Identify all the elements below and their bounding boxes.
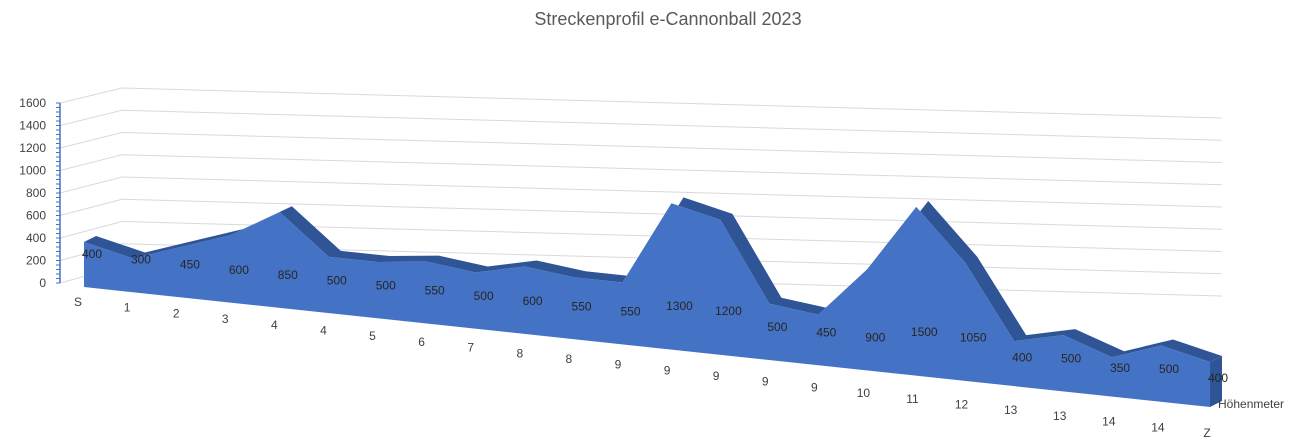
gridline	[59, 109, 1223, 141]
data-label: 500	[1061, 352, 1081, 366]
y-tick-label: 600	[26, 209, 46, 223]
data-label: 500	[767, 320, 787, 334]
gridline	[59, 131, 1223, 163]
gridline	[59, 154, 1223, 186]
x-tick-label: Z	[1203, 426, 1210, 440]
chart-title: Streckenprofil e-Cannonball 2023	[534, 9, 801, 29]
data-label: 400	[1012, 350, 1032, 364]
y-tick-label: 1000	[19, 164, 46, 178]
x-tick-label: 5	[369, 329, 376, 343]
data-label: 450	[180, 258, 200, 272]
x-tick-label: 8	[516, 346, 523, 360]
data-label: 1300	[666, 299, 693, 313]
data-label: 500	[1159, 362, 1179, 376]
data-label: 1050	[960, 330, 987, 344]
x-tick-label: 11	[906, 392, 919, 406]
y-tick-label: 1600	[19, 96, 46, 110]
x-tick-label: 1	[124, 301, 131, 315]
gridline	[59, 220, 1223, 252]
x-tick-label: 6	[418, 335, 425, 349]
gridline	[59, 87, 1223, 119]
y-tick-label: 200	[26, 254, 46, 268]
data-label: 550	[425, 284, 445, 298]
gridline	[59, 243, 1223, 275]
x-tick-label: 14	[1151, 420, 1165, 434]
x-axis: S 1 2 3 4 4 5 6 7 8 8 9 9 9 9 9 10 11 12 13 13 14 14 Z	[74, 295, 1211, 440]
x-tick-label: 12	[955, 398, 969, 412]
x-tick-label: 9	[713, 369, 720, 383]
x-tick-label: 4	[320, 323, 327, 337]
data-label: 450	[816, 325, 836, 339]
x-tick-label: 13	[1053, 409, 1067, 423]
y-tick-label: 1400	[19, 119, 46, 133]
area-side-cap	[1210, 356, 1222, 407]
data-label: 400	[1208, 371, 1228, 385]
data-label: 550	[621, 305, 641, 319]
series-name-label: Höhenmeter	[1218, 397, 1284, 411]
x-tick-label: 14	[1102, 415, 1116, 429]
y-tick-label: 0	[39, 276, 46, 290]
x-tick-label: 2	[173, 306, 180, 320]
area-series	[84, 197, 1222, 407]
data-label: 600	[229, 263, 249, 277]
x-tick-label: 8	[566, 352, 573, 366]
x-tick-label: 7	[467, 341, 474, 355]
data-label: 550	[572, 299, 592, 313]
data-label: 1200	[715, 304, 742, 318]
x-tick-label: 13	[1004, 403, 1018, 417]
data-label: 850	[278, 268, 298, 282]
y-axis: 0 200 400 600 800 1000 1200 1400 1600	[19, 96, 61, 290]
y-tick-label: 800	[26, 186, 46, 200]
data-labels: 400 300 450 600 850 500 500 550 500 600 550 550 1300…	[82, 247, 1228, 385]
x-tick-label: 9	[762, 375, 769, 389]
gridline	[59, 176, 1223, 208]
y-tick-label: 400	[26, 231, 46, 245]
data-label: 500	[327, 273, 347, 287]
x-tick-label: S	[74, 295, 82, 309]
x-tick-label: 9	[811, 380, 818, 394]
data-label: 600	[523, 294, 543, 308]
x-tick-label: 4	[271, 318, 278, 332]
data-label: 900	[865, 331, 885, 345]
gridlines	[59, 87, 1223, 297]
x-tick-label: 3	[222, 312, 229, 326]
x-tick-label: 9	[664, 363, 671, 377]
data-label: 500	[376, 279, 396, 293]
area-top-surface	[84, 197, 1222, 362]
area-front-face	[84, 203, 1210, 407]
gridline	[59, 198, 1223, 230]
data-label: 300	[131, 252, 151, 266]
data-label: 350	[1110, 361, 1130, 375]
y-tick-label: 1200	[19, 141, 46, 155]
data-label: 400	[82, 247, 102, 261]
x-tick-label: 10	[857, 386, 871, 400]
data-label: 1500	[911, 325, 938, 339]
data-label: 500	[474, 289, 494, 303]
x-tick-label: 9	[615, 358, 622, 372]
